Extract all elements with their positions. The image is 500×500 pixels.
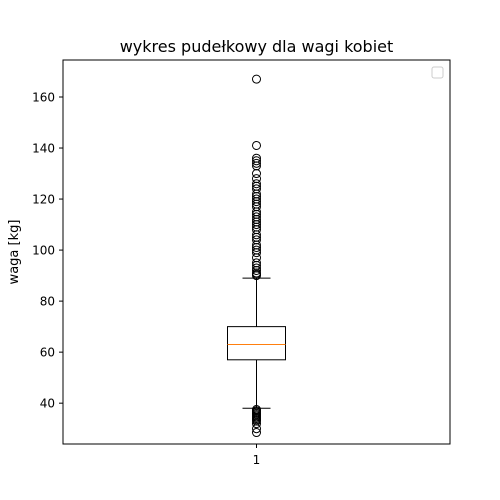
outlier-point (252, 179, 261, 189)
outlier-point (252, 169, 261, 179)
chart-title: wykres pudełkowy dla wagi kobiet (120, 37, 394, 56)
outlier-point (252, 419, 261, 429)
outlier-point (252, 74, 261, 84)
outlier-point (252, 265, 261, 275)
outlier-point (252, 424, 261, 434)
outlier-point (252, 158, 261, 168)
y-tick-label: 100 (32, 244, 55, 258)
y-tick-label: 40 (40, 397, 55, 411)
y-tick-label: 120 (32, 193, 55, 207)
outlier-point (252, 140, 261, 150)
legend-box (431, 66, 444, 79)
outlier-point (252, 248, 261, 258)
outlier-point (252, 220, 261, 230)
y-axis-label: waga [kg] (7, 220, 22, 285)
outlier-point (252, 156, 261, 166)
outlier-point (252, 197, 261, 207)
y-tick-label: 140 (32, 142, 55, 156)
outlier-point (252, 271, 261, 281)
outlier-point (252, 428, 261, 438)
outlier-point (252, 230, 261, 240)
x-tick-label: 1 (253, 453, 261, 467)
y-tick-label: 160 (32, 90, 55, 104)
outlier-point (252, 243, 261, 253)
plot-area: 40 60 80 100 120 140 160 1 (32, 59, 451, 467)
y-tick-label: 60 (40, 346, 55, 360)
iqr-box (227, 326, 286, 361)
y-tick-label: 80 (40, 295, 55, 309)
